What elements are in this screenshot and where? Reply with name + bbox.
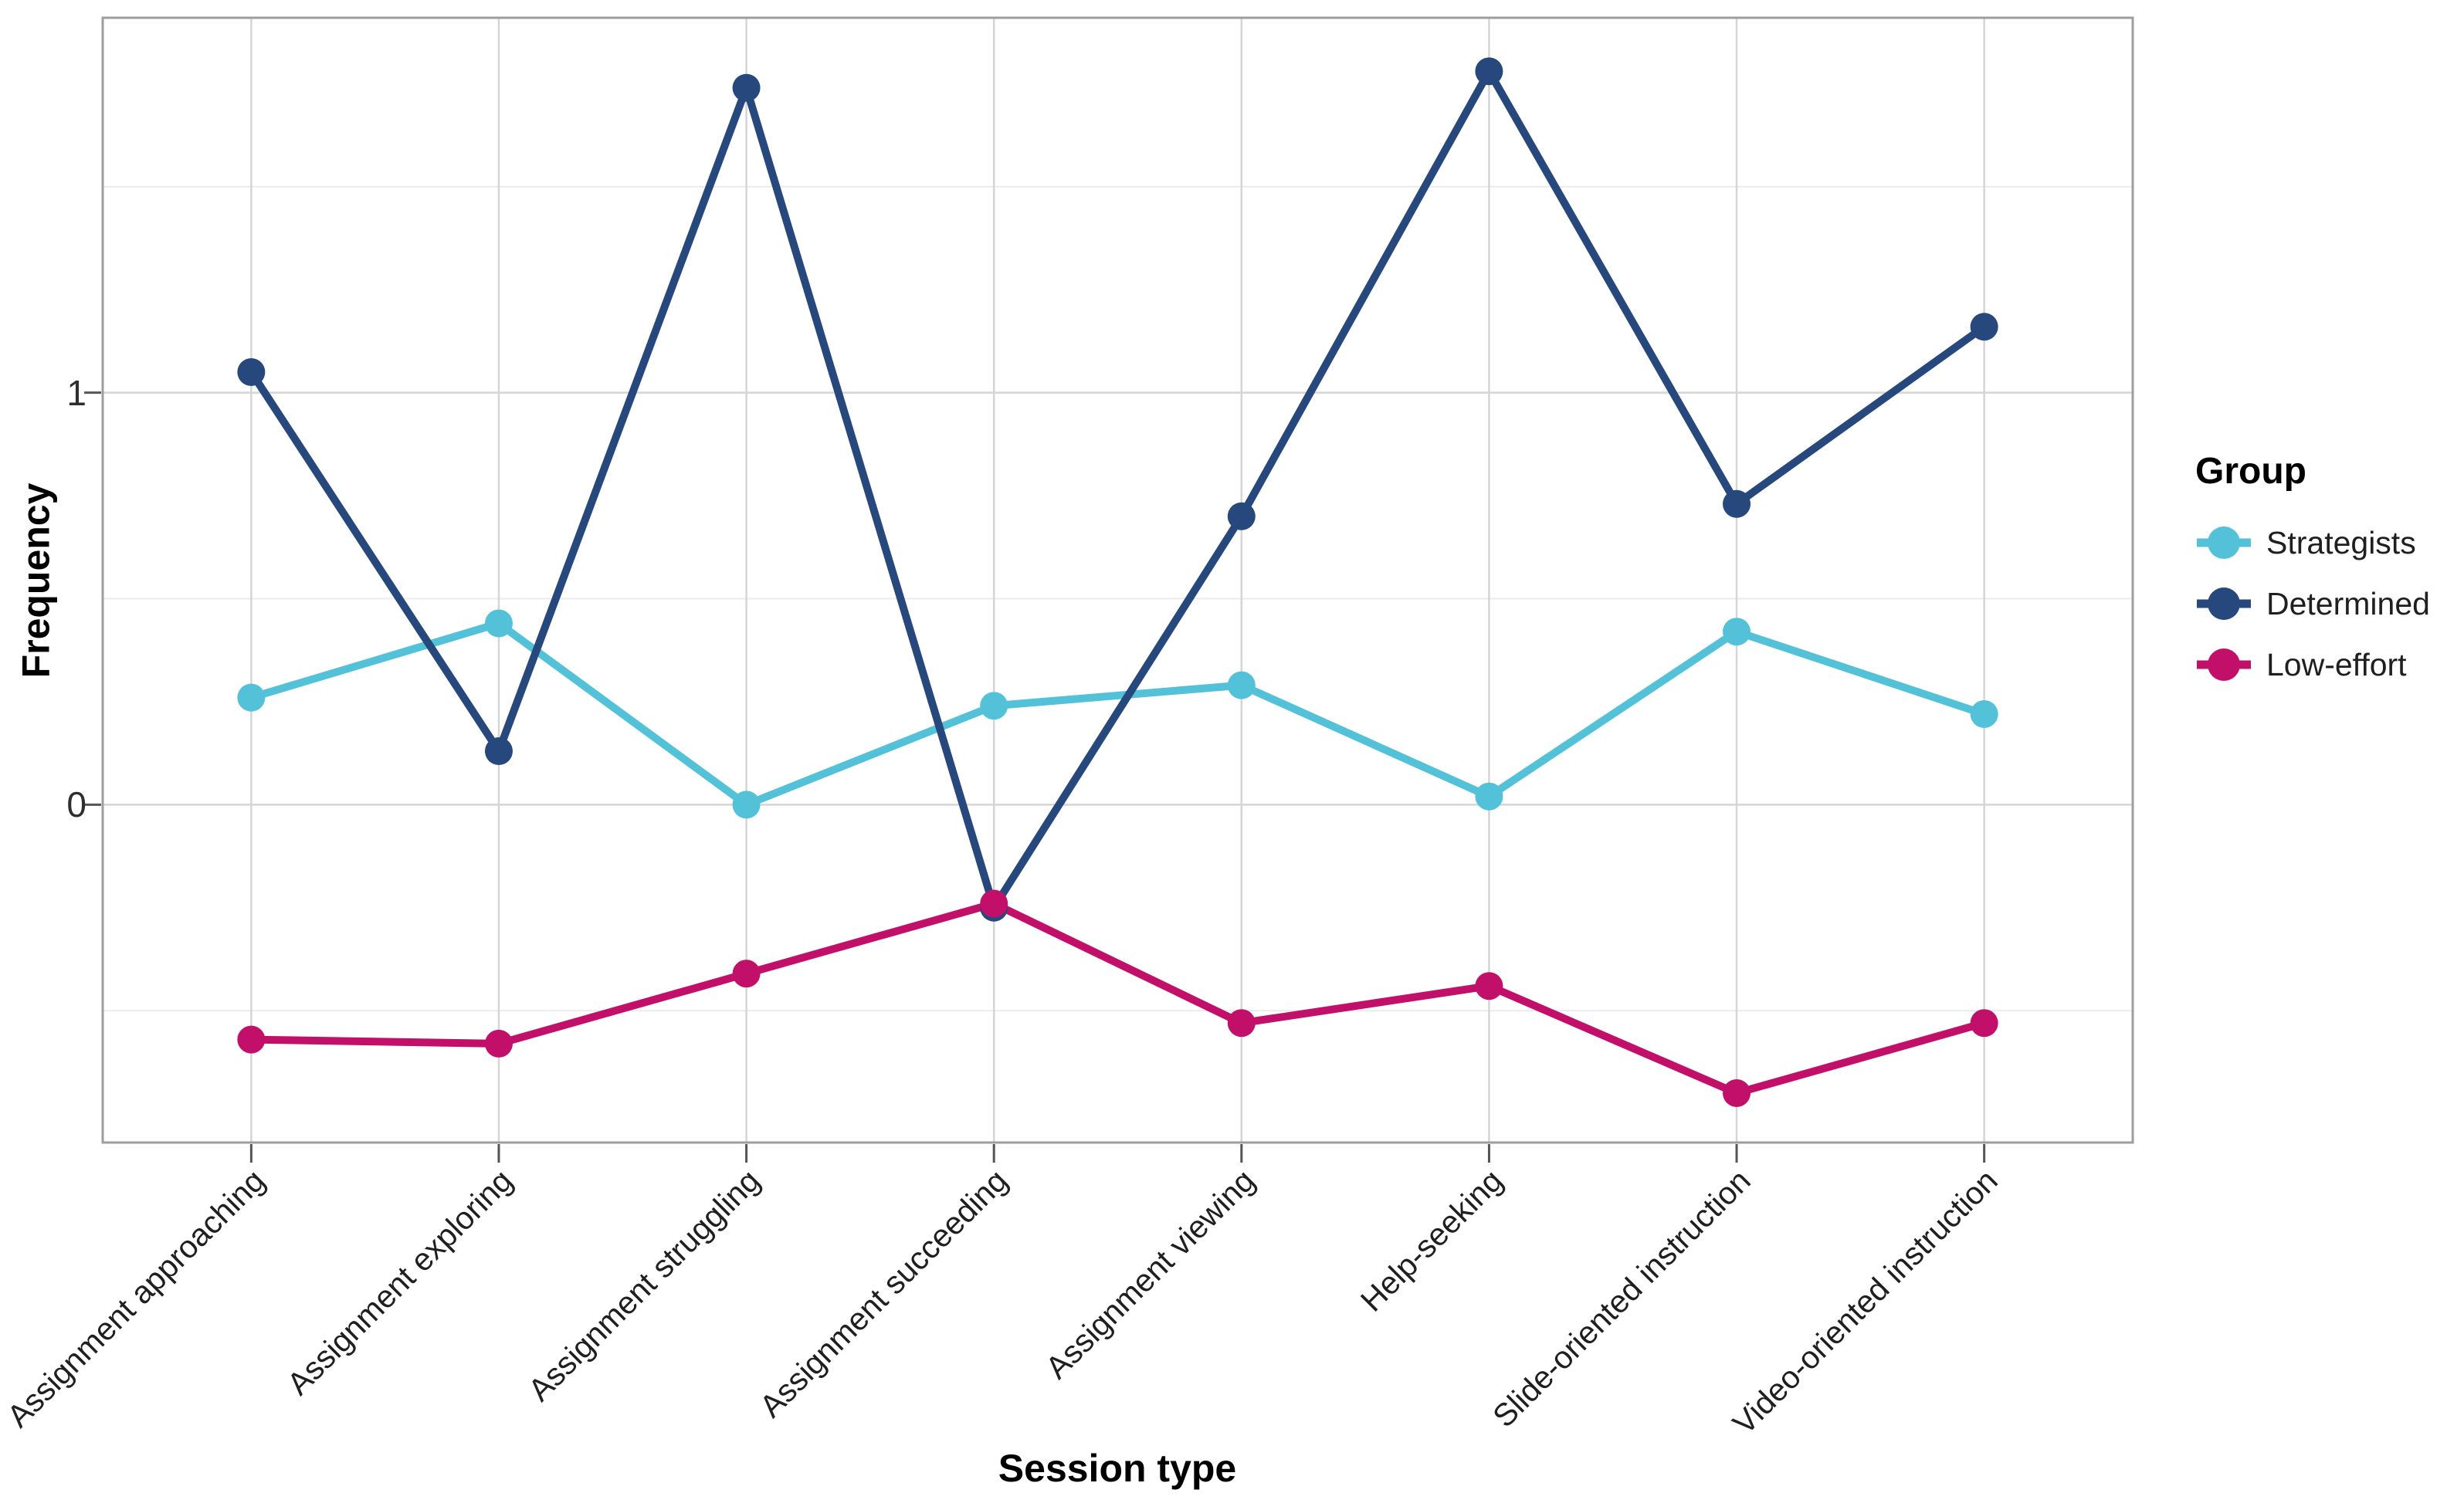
data-point-strategists-6 bbox=[1723, 618, 1751, 646]
data-point-strategists-7 bbox=[1970, 699, 1998, 728]
legend-item-low-effort: Low-effort bbox=[2195, 647, 2430, 682]
data-point-determined-4 bbox=[1227, 502, 1256, 530]
series-line-strategists bbox=[247, 619, 1988, 809]
data-point-strategists-3 bbox=[980, 692, 1008, 720]
panel-border bbox=[101, 16, 2134, 1144]
data-point-determined-2 bbox=[732, 73, 761, 102]
data-point-determined-7 bbox=[1970, 313, 1998, 341]
data-point-low-effort-5 bbox=[1475, 972, 1503, 1000]
y-axis-title: Frequency bbox=[14, 482, 58, 679]
legend-title: Group bbox=[2195, 451, 2306, 492]
y-tick-label: 0 bbox=[66, 784, 86, 825]
legend-key-icon bbox=[2197, 648, 2251, 681]
legend-items: Strategists Determined Low-effort bbox=[2195, 525, 2430, 682]
data-point-low-effort-4 bbox=[1227, 1009, 1256, 1038]
y-tick-label: 1 bbox=[66, 372, 86, 413]
legend-item-label: Determined bbox=[2266, 585, 2430, 621]
data-point-determined-1 bbox=[484, 736, 513, 765]
legend-item-determined: Determined bbox=[2195, 586, 2430, 621]
data-point-determined-6 bbox=[1723, 489, 1751, 518]
legend-item-label: Low-effort bbox=[2266, 646, 2407, 682]
panel-background bbox=[103, 18, 2133, 1143]
data-point-low-effort-1 bbox=[484, 1029, 513, 1058]
data-point-determined-5 bbox=[1475, 57, 1503, 86]
data-point-strategists-0 bbox=[237, 683, 266, 712]
series-line-low-effort bbox=[247, 899, 1988, 1097]
legend-key-icon bbox=[2197, 526, 2251, 559]
data-point-low-effort-7 bbox=[1970, 1009, 1998, 1038]
data-point-low-effort-2 bbox=[732, 960, 761, 988]
data-point-strategists-1 bbox=[484, 609, 513, 638]
legend-item-label: Strategists bbox=[2266, 524, 2416, 560]
data-point-low-effort-0 bbox=[237, 1025, 266, 1054]
legend: Group Strategists Determined Low-effort bbox=[2195, 450, 2430, 708]
legend-item-strategists: Strategists bbox=[2195, 525, 2430, 560]
x-axis-title: Session type bbox=[998, 1447, 1237, 1490]
data-point-determined-0 bbox=[237, 357, 266, 386]
data-point-strategists-4 bbox=[1227, 671, 1256, 699]
legend-key-icon bbox=[2197, 587, 2251, 620]
data-point-strategists-2 bbox=[732, 791, 761, 819]
data-point-strategists-5 bbox=[1475, 782, 1503, 811]
data-point-low-effort-3 bbox=[980, 889, 1008, 918]
series-line-determined bbox=[247, 67, 1988, 912]
data-point-low-effort-6 bbox=[1723, 1078, 1751, 1107]
